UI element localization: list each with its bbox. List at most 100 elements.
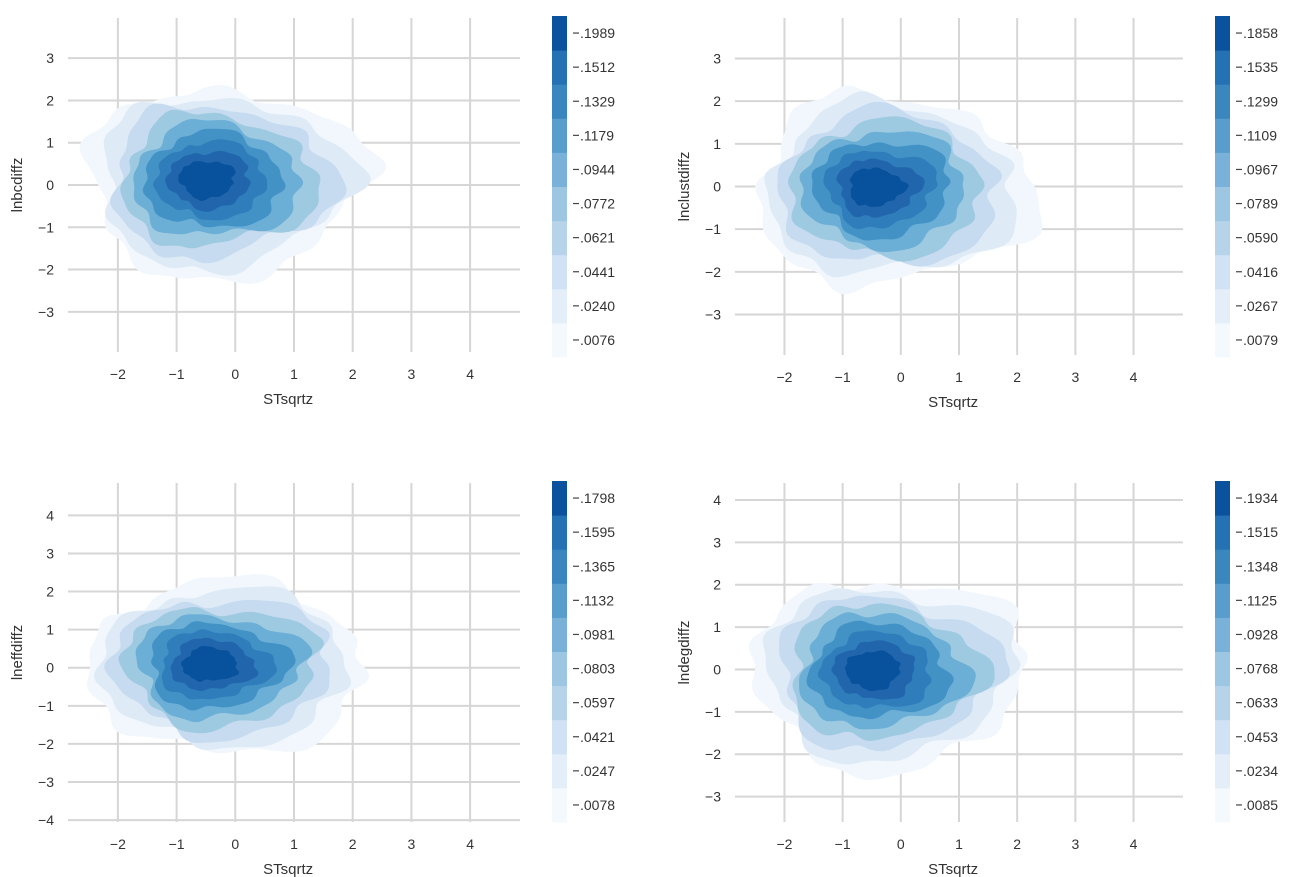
colorbar: .0079 .0267 .0416 .0590 .0789 .0967 .1109 .1299… — [1215, 16, 1278, 358]
x-tick-label: 3 — [408, 836, 416, 852]
density-contours — [79, 84, 387, 285]
colorbar-segment — [1215, 288, 1230, 324]
colorbar-segment — [1215, 481, 1230, 516]
x-tick-label: 4 — [1130, 836, 1138, 852]
colorbar-level-label: .0928 — [1243, 626, 1278, 642]
colorbar-segment — [552, 254, 567, 290]
contour-level-9 — [178, 161, 236, 201]
colorbar-segment — [1215, 685, 1230, 721]
colorbar-level-label: .1535 — [1243, 59, 1278, 75]
colorbar-level-label: .1858 — [1243, 25, 1278, 41]
y-tick-label: −2 — [705, 264, 721, 280]
y-tick-label: −3 — [705, 306, 721, 322]
colorbar-level-label: .1125 — [1243, 592, 1277, 608]
x-tick-label: 2 — [349, 836, 357, 852]
x-tick-label: 4 — [1130, 369, 1138, 385]
contour-level-9 — [845, 650, 901, 692]
y-tick-label: 0 — [46, 660, 54, 676]
colorbar-level-label: .1989 — [580, 25, 615, 41]
y-tick-label: −2 — [38, 736, 54, 752]
colorbar-level-label: .0240 — [580, 298, 615, 314]
x-tick-label: −1 — [835, 369, 851, 385]
colorbar-level-label: .0803 — [580, 661, 615, 677]
colorbar-segment — [1215, 719, 1230, 755]
colorbar-level-label: .0944 — [580, 161, 615, 177]
x-tick-label: 2 — [349, 366, 357, 382]
colorbar-level-label: .0076 — [580, 332, 615, 348]
colorbar: .0078 .0247 .0421 .0597 .0803 .0981 .1132 .1365… — [552, 481, 615, 823]
x-tick-label: −1 — [835, 836, 851, 852]
colorbar-segment — [1215, 152, 1230, 187]
y-tick-label: −1 — [705, 221, 721, 237]
colorbar-level-label: .0789 — [1243, 196, 1278, 212]
y-tick-label: −2 — [38, 262, 54, 278]
x-tick-label: 2 — [1013, 369, 1021, 385]
colorbar-segment — [1215, 753, 1230, 789]
x-tick-label: −1 — [169, 366, 185, 382]
colorbar-segment — [552, 50, 567, 85]
colorbar-segment — [1215, 549, 1230, 584]
x-tick-label: 3 — [1071, 836, 1079, 852]
colorbar-level-label: .0967 — [1243, 161, 1278, 177]
colorbar: .0085 .0234 .0453 .0633 .0768 .0928 .1125 .1348… — [1215, 481, 1278, 823]
x-axis-label: STsqrtz — [928, 394, 978, 411]
subplot-3: −2 −1 0 1 2 3 4 −4 −3 −2 −1 0 1 2 3 4 STsqrtz lneffdiffz.… — [9, 481, 615, 877]
y-tick-label: 3 — [46, 50, 54, 66]
colorbar-level-label: .1798 — [580, 490, 615, 506]
colorbar-level-label: .0079 — [1243, 332, 1278, 348]
colorbar-segment — [552, 84, 567, 119]
colorbar-level-label: .0441 — [580, 264, 615, 280]
x-tick-label: 0 — [897, 836, 905, 852]
x-tick-label: 1 — [290, 366, 298, 382]
y-tick-label: 1 — [713, 136, 721, 152]
subplot-2: −2 −1 0 1 2 3 4 −3 −2 −1 0 1 2 3 STsqrtz lnclustdiffz .0… — [676, 16, 1278, 411]
y-tick-label: 0 — [713, 661, 721, 677]
colorbar: .0076 .0240 .0441 .0621 .0772 .0944 .1179 .1329… — [552, 16, 615, 358]
density-contours — [749, 582, 1028, 781]
y-tick-label: −2 — [705, 746, 721, 762]
colorbar-level-label: .1515 — [1243, 524, 1278, 540]
y-tick-label: 1 — [46, 135, 54, 151]
colorbar-level-label: .0078 — [580, 797, 615, 813]
colorbar-segment — [1215, 583, 1230, 618]
x-tick-label: 0 — [231, 836, 239, 852]
colorbar-segment — [552, 322, 567, 358]
colorbar-level-label: .0621 — [580, 230, 615, 246]
y-tick-label: 2 — [46, 584, 54, 600]
y-tick-label: 1 — [713, 619, 721, 635]
y-tick-label: 0 — [46, 177, 54, 193]
colorbar-segment — [1215, 254, 1230, 290]
colorbar-segment — [1215, 84, 1230, 119]
colorbar-segment — [552, 753, 567, 789]
y-tick-label: −3 — [38, 774, 54, 790]
colorbar-level-label: .0234 — [1243, 763, 1278, 779]
colorbar-segment — [552, 719, 567, 755]
y-tick-label: −1 — [705, 704, 721, 720]
colorbar-segment — [552, 583, 567, 618]
colorbar-segment — [1215, 787, 1230, 823]
y-tick-label: 0 — [713, 179, 721, 195]
colorbar-segment — [1215, 617, 1230, 652]
y-tick-label: 3 — [713, 534, 721, 550]
colorbar-level-label: .1329 — [580, 93, 615, 109]
x-tick-label: 0 — [897, 369, 905, 385]
contour-level-9 — [181, 645, 239, 682]
colorbar-level-label: .0772 — [580, 196, 615, 212]
y-tick-label: 2 — [713, 93, 721, 109]
subplot-4: −2 −1 0 1 2 3 4 −3 −2 −1 0 1 2 3 4 STsqrtz lndegdiffz .00… — [676, 481, 1278, 877]
x-tick-label: 0 — [231, 366, 239, 382]
colorbar-level-label: .1934 — [1243, 490, 1278, 506]
colorbar-segment — [552, 617, 567, 652]
x-tick-label: 1 — [955, 836, 963, 852]
y-tick-label: −4 — [38, 812, 54, 828]
subplot-1: −2 −1 0 1 2 3 4 −3 −2 −1 0 1 2 3 STsqrtz lnbcdiffz .0076… — [9, 16, 615, 408]
colorbar-segment — [1215, 220, 1230, 256]
colorbar-segment — [552, 549, 567, 584]
y-tick-label: −1 — [38, 219, 54, 235]
x-tick-label: 2 — [1013, 836, 1021, 852]
y-tick-label: −3 — [38, 304, 54, 320]
y-tick-label: 1 — [46, 622, 54, 638]
y-axis-label: lnbcdiffz — [9, 158, 26, 213]
x-tick-label: 3 — [408, 366, 416, 382]
